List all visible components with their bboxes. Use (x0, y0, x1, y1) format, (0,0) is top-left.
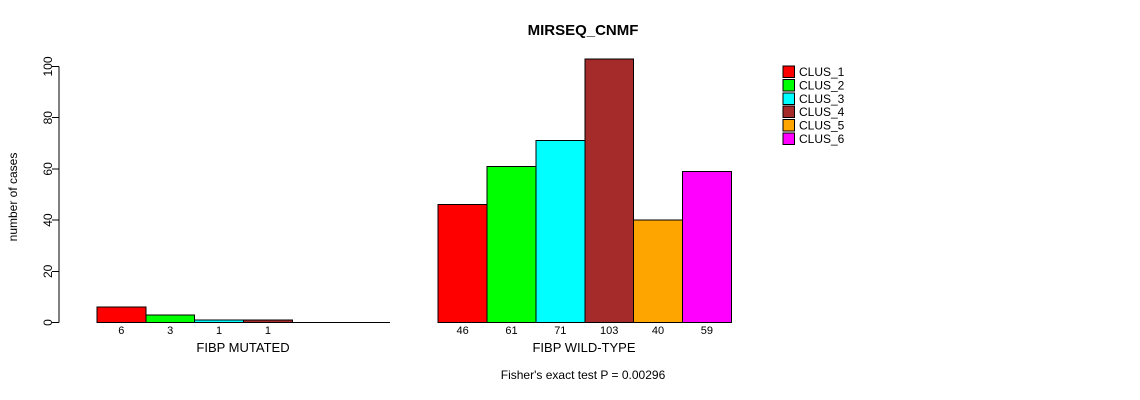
bar (145, 314, 196, 324)
legend-swatch (782, 132, 795, 145)
y-tick-label: 40 (41, 213, 55, 227)
y-tick-label: 100 (41, 56, 55, 76)
bar-value-label: 71 (554, 325, 566, 337)
legend-label: CLUS_6 (799, 132, 845, 146)
legend-label: CLUS_3 (799, 92, 845, 106)
chart-title: MIRSEQ_CNMF (528, 22, 639, 39)
legend-label: CLUS_1 (799, 65, 845, 79)
bar (584, 58, 635, 323)
legend-swatch (782, 65, 795, 78)
legend-swatch (782, 78, 795, 92)
legend-swatch (782, 92, 795, 105)
y-tick-label: 0 (41, 319, 55, 326)
legend-label: CLUS_5 (799, 119, 845, 133)
legend-label: CLUS_4 (799, 105, 845, 119)
group-label-fibp-wild-type: FIBP WILD-TYPE (532, 340, 635, 355)
bar (486, 165, 537, 323)
bar-value-label: 1 (216, 325, 222, 337)
bar-value-label: 3 (167, 325, 173, 337)
bar-value-label: 59 (701, 325, 713, 337)
bar-value-label: 6 (118, 325, 124, 337)
bar-value-label: 1 (265, 325, 271, 337)
legend-swatch (782, 119, 795, 132)
bar (96, 306, 147, 324)
y-tick-label: 60 (41, 162, 55, 176)
bars-layer (96, 58, 732, 324)
y-axis-title: number of cases (6, 153, 20, 242)
bar (535, 140, 586, 323)
bar-labels-layer: 6 3 1 1 46 61 71 103 40 59 (118, 325, 713, 337)
bar (242, 319, 293, 324)
y-tick-label: 20 (41, 264, 55, 278)
bar (681, 170, 732, 323)
group-label-fibp-mutated: FIBP MUTATED (196, 340, 289, 355)
y-tick-label: 80 (41, 111, 55, 125)
bar (194, 319, 244, 324)
y-axis: 0 20 40 60 80 100 (41, 56, 60, 326)
bar (437, 204, 488, 324)
bar (633, 219, 683, 324)
bar-value-label: 103 (600, 325, 618, 337)
bar-value-label: 46 (457, 325, 469, 337)
legend-swatch (782, 105, 795, 119)
fisher-test-annotation: Fisher's exact test P = 0.00296 (501, 368, 666, 382)
legend-label: CLUS_2 (799, 78, 845, 92)
bar-value-label: 61 (505, 325, 517, 337)
bar-value-label: 40 (652, 325, 664, 337)
